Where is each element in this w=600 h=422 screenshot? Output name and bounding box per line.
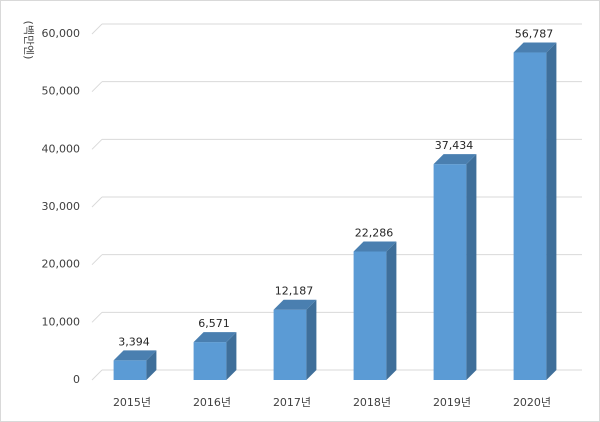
bar-front [273,309,307,380]
data-label: 22,286 [355,226,394,239]
bar-top [433,154,477,165]
y-axis-ticks: 0 10,000 20,000 30,000 40,000 50,000 60,000 [42,27,81,386]
x-tick-label: 2015년 [113,396,151,409]
bar-top [513,42,557,53]
gridline-depth [91,23,103,35]
data-label: 3,394 [118,335,150,348]
bar-front [193,342,227,380]
y-tick-label: 0 [73,373,80,386]
bar-front [433,164,467,380]
bar [433,154,477,380]
data-label: 12,187 [275,285,314,298]
bar [353,241,397,380]
bar-side [386,241,397,380]
gridlines [91,23,582,381]
bar-top [113,350,157,361]
bar-side [226,332,237,380]
bar-top [193,332,237,343]
x-tick-label: 2020년 [513,396,551,409]
y-tick-label: 10,000 [42,315,81,328]
gridline-depth [91,196,103,208]
y-tick-label: 20,000 [42,258,81,271]
y-tick-label: 30,000 [42,200,81,213]
data-labels: 3,394 6,571 12,187 22,286 37,434 56,787 [118,28,553,349]
data-label: 37,434 [435,139,474,152]
data-label: 56,787 [515,28,554,41]
bar-front [113,360,147,380]
bar-side [466,154,477,380]
bar [113,350,157,380]
bar-top [273,299,317,310]
bar-front [353,251,387,380]
gridline-depth [91,81,103,93]
gridline-depth [91,311,103,323]
gridline-depth [91,254,103,266]
bar-side [306,299,317,380]
bar [273,299,317,380]
x-tick-label: 2018년 [353,396,391,409]
bar-top [353,241,397,252]
x-axis-ticks: 2015년 2016년 2017년 2018년 2019년 2020년 [113,396,551,409]
bar [193,332,237,380]
x-tick-label: 2016년 [193,396,231,409]
bar [513,42,557,381]
y-tick-label: 60,000 [42,27,81,40]
bar-front [513,52,547,381]
bar-side [546,42,557,381]
y-tick-label: 40,000 [42,142,81,155]
y-axis-label: (백만엔) [22,21,35,60]
bars [113,42,557,381]
data-label: 6,571 [198,317,230,330]
x-tick-label: 2017년 [273,396,311,409]
bar-side [146,350,157,380]
gridline-depth [91,369,103,381]
x-tick-label: 2019년 [433,396,471,409]
y-tick-label: 50,000 [42,85,81,98]
gridline-depth [91,138,103,150]
